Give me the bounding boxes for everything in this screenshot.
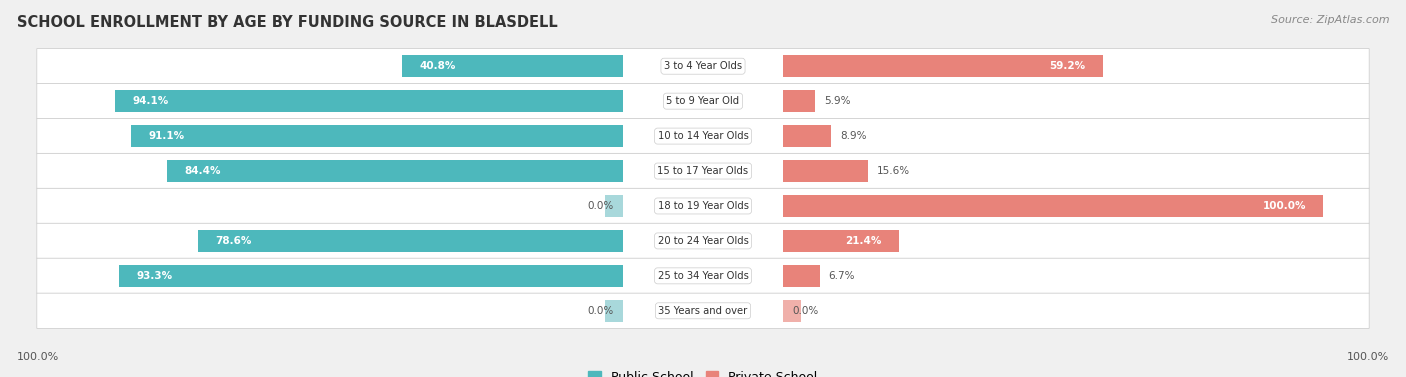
Text: 18 to 19 Year Olds: 18 to 19 Year Olds — [658, 201, 748, 211]
Text: 59.2%: 59.2% — [1049, 61, 1085, 71]
Text: 84.4%: 84.4% — [184, 166, 221, 176]
Text: 100.0%: 100.0% — [17, 352, 59, 362]
Text: 10 to 14 Year Olds: 10 to 14 Year Olds — [658, 131, 748, 141]
Text: 5.9%: 5.9% — [824, 96, 851, 106]
FancyBboxPatch shape — [37, 293, 1369, 328]
FancyBboxPatch shape — [37, 118, 1369, 154]
Text: 15 to 17 Year Olds: 15 to 17 Year Olds — [658, 166, 748, 176]
Bar — [198, 230, 623, 252]
Bar — [783, 125, 831, 147]
FancyBboxPatch shape — [37, 83, 1369, 119]
Text: 0.0%: 0.0% — [588, 306, 613, 316]
FancyBboxPatch shape — [37, 188, 1369, 224]
Bar — [783, 90, 815, 112]
Bar — [783, 195, 1323, 217]
Text: 25 to 34 Year Olds: 25 to 34 Year Olds — [658, 271, 748, 281]
Legend: Public School, Private School: Public School, Private School — [583, 366, 823, 377]
Bar — [606, 195, 623, 217]
Bar — [120, 265, 623, 287]
Text: 0.0%: 0.0% — [588, 201, 613, 211]
Text: Source: ZipAtlas.com: Source: ZipAtlas.com — [1271, 15, 1389, 25]
Text: SCHOOL ENROLLMENT BY AGE BY FUNDING SOURCE IN BLASDELL: SCHOOL ENROLLMENT BY AGE BY FUNDING SOUR… — [17, 15, 558, 30]
Bar — [115, 90, 623, 112]
Text: 0.0%: 0.0% — [793, 306, 818, 316]
Text: 8.9%: 8.9% — [841, 131, 868, 141]
Text: 94.1%: 94.1% — [132, 96, 169, 106]
Text: 93.3%: 93.3% — [136, 271, 173, 281]
FancyBboxPatch shape — [37, 223, 1369, 259]
Bar — [783, 230, 898, 252]
Text: 20 to 24 Year Olds: 20 to 24 Year Olds — [658, 236, 748, 246]
Bar — [606, 300, 623, 322]
Text: 5 to 9 Year Old: 5 to 9 Year Old — [666, 96, 740, 106]
Bar — [783, 300, 800, 322]
Text: 78.6%: 78.6% — [215, 236, 252, 246]
Bar — [783, 160, 868, 182]
Text: 15.6%: 15.6% — [877, 166, 910, 176]
Text: 6.7%: 6.7% — [828, 271, 855, 281]
FancyBboxPatch shape — [37, 258, 1369, 294]
Text: 40.8%: 40.8% — [419, 61, 456, 71]
Text: 100.0%: 100.0% — [1347, 352, 1389, 362]
Text: 21.4%: 21.4% — [845, 236, 882, 246]
Text: 3 to 4 Year Olds: 3 to 4 Year Olds — [664, 61, 742, 71]
Text: 91.1%: 91.1% — [148, 131, 184, 141]
Bar — [167, 160, 623, 182]
Bar — [131, 125, 623, 147]
Bar — [783, 265, 820, 287]
Text: 35 Years and over: 35 Years and over — [658, 306, 748, 316]
Bar — [783, 55, 1102, 77]
FancyBboxPatch shape — [37, 153, 1369, 188]
FancyBboxPatch shape — [37, 49, 1369, 84]
Bar — [402, 55, 623, 77]
Text: 100.0%: 100.0% — [1263, 201, 1306, 211]
